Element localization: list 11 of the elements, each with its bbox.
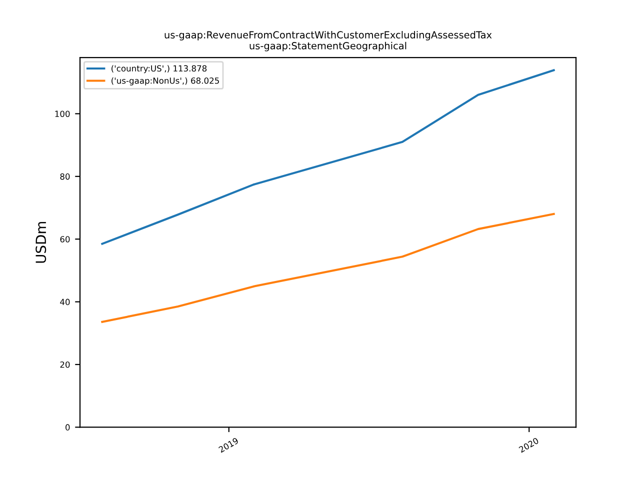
y-tick-label: 40 <box>60 298 70 306</box>
y-tick-label: 100 <box>55 110 70 117</box>
y-tick-label: 20 <box>60 361 70 368</box>
y-tick-label: 80 <box>60 173 70 180</box>
y-tick-label: 60 <box>60 236 70 242</box>
chart-title: us-gaap:RevenueFromContractWithCustomerExcludingAssessedTax us-gaap:StatementGeographical <box>164 30 492 52</box>
y-axis-title: USDm <box>36 222 46 263</box>
line-series <box>101 212 555 323</box>
y-tick-label: 0 <box>66 424 70 430</box>
legend-label: ('country:US',) 113.878 <box>112 65 207 74</box>
legend-label: ('us-gaap:NonUs',) 68.025 <box>112 77 219 86</box>
